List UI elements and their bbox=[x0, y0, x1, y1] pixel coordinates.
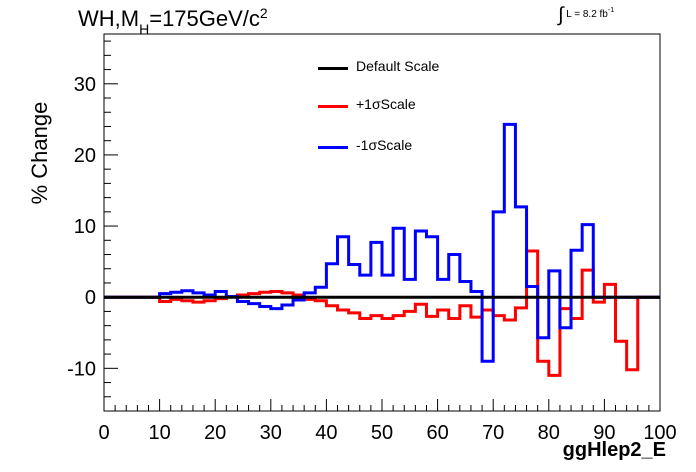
legend-swatch-minus bbox=[318, 146, 348, 149]
title-rest-text: =175GeV/c bbox=[149, 6, 260, 31]
x-tick-label: 90 bbox=[593, 422, 615, 444]
luminosity-superscript: -1 bbox=[607, 7, 615, 14]
legend-entry-default: Default Scale bbox=[318, 58, 478, 78]
x-tick-label: 20 bbox=[204, 422, 226, 444]
y-tick-label: 30 bbox=[74, 74, 96, 96]
x-tick-label: 60 bbox=[426, 422, 448, 444]
x-tick-label: 100 bbox=[643, 422, 676, 444]
x-tick-label: 30 bbox=[260, 422, 282, 444]
x-tick-label: 80 bbox=[538, 422, 560, 444]
x-tick-label: 0 bbox=[98, 422, 109, 444]
legend-entry-plus: +1σScale bbox=[318, 96, 478, 116]
series-group bbox=[104, 122, 660, 377]
series-plus-sigma-line bbox=[104, 249, 660, 377]
legend-label-default: Default Scale bbox=[356, 58, 440, 74]
legend-entry-minus: -1σScale bbox=[318, 137, 478, 157]
axis-tick-labels: 0 10 20 30 40 50 60 70 80 90 100 -10 0 10 20 30 bbox=[67, 74, 677, 444]
legend-label-plus: +1σScale bbox=[356, 96, 416, 112]
luminosity-text: L = 8.2 fb bbox=[566, 9, 608, 20]
title-main-text: WH,M bbox=[78, 6, 140, 31]
y-tick-label: 20 bbox=[74, 145, 96, 167]
y-tick-label: -10 bbox=[67, 358, 96, 380]
legend-swatch-plus bbox=[318, 105, 348, 108]
luminosity-label: ∫ L = 8.2 fb-1 bbox=[558, 5, 615, 25]
x-tick-label: 40 bbox=[315, 422, 337, 444]
y-axis-label: % Change bbox=[27, 101, 52, 205]
integral-symbol: ∫ bbox=[558, 4, 564, 26]
title-subscript: H bbox=[139, 21, 150, 37]
x-tick-label: 50 bbox=[371, 422, 393, 444]
title-superscript: 2 bbox=[259, 5, 268, 21]
y-tick-label: 10 bbox=[74, 216, 96, 238]
x-axis-label: ggHlep2_E bbox=[562, 439, 666, 461]
y-tick-label: 0 bbox=[85, 287, 96, 309]
chart-title: WH,MH=175GeV/c2 bbox=[78, 5, 268, 37]
legend-swatch-default bbox=[318, 67, 348, 70]
x-tick-label: 70 bbox=[482, 422, 504, 444]
series-minus-sigma-line bbox=[104, 122, 660, 363]
axis-ticks bbox=[103, 40, 661, 412]
x-tick-label: 10 bbox=[148, 422, 170, 444]
legend-label-minus: -1σScale bbox=[356, 137, 413, 153]
plot-frame bbox=[103, 33, 661, 412]
